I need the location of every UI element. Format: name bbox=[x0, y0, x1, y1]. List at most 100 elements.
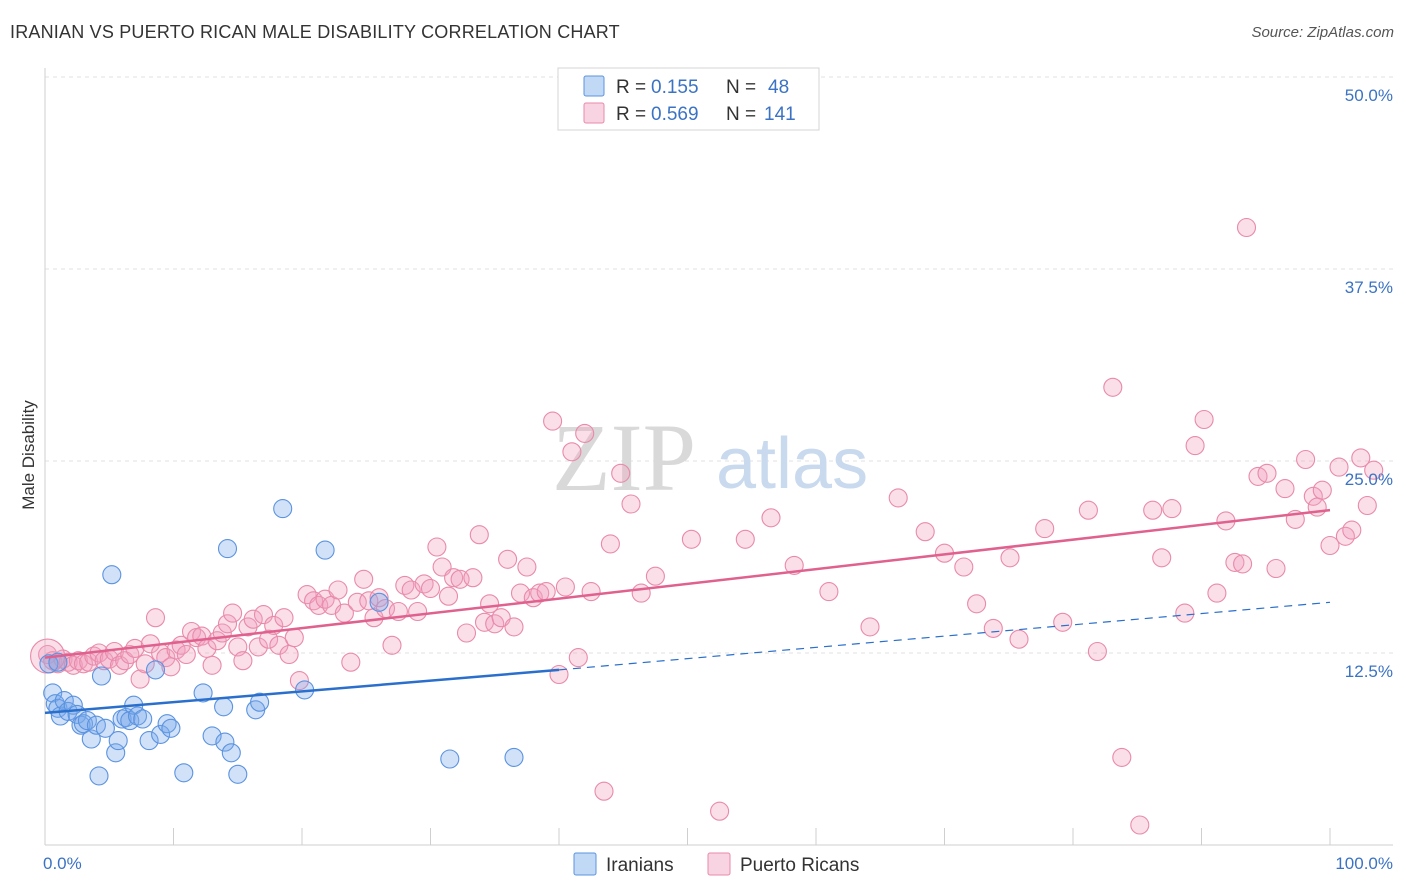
puerto-rican-point-137 bbox=[1257, 463, 1277, 483]
puerto-rican-point-149 bbox=[1351, 448, 1371, 468]
puerto-rican-point-126 bbox=[1152, 548, 1172, 568]
puerto-rican-point-134 bbox=[1233, 554, 1253, 574]
x-tick-label-min: 0.0% bbox=[43, 854, 82, 873]
iranian-point-34 bbox=[214, 697, 234, 717]
puerto-rican-point-55 bbox=[328, 580, 348, 600]
legend-swatch-iranian bbox=[583, 75, 605, 97]
y-tick-labels: 12.5% 25.0% 37.5% 50.0% bbox=[1345, 86, 1393, 681]
iranian-point-38 bbox=[228, 764, 248, 784]
legend-box bbox=[557, 67, 820, 131]
puerto-rican-point-102 bbox=[645, 566, 665, 586]
puerto-rican-point-18 bbox=[130, 669, 150, 689]
iranian-point-37 bbox=[221, 743, 241, 763]
puerto-rican-point-21 bbox=[145, 608, 166, 628]
puerto-rican-point-90 bbox=[543, 411, 563, 431]
puerto-rican-point-93 bbox=[562, 442, 582, 462]
puerto-rican-point-40 bbox=[243, 609, 263, 629]
puerto-rican-point-96 bbox=[581, 582, 601, 602]
iranian-point-30 bbox=[161, 718, 181, 738]
puerto-rican-point-88 bbox=[530, 583, 550, 603]
puerto-rican-point-130 bbox=[1194, 409, 1214, 430]
puerto-rican-point-104 bbox=[710, 801, 730, 821]
trend-lines bbox=[44, 508, 1331, 715]
puerto-rican-point-94 bbox=[568, 648, 588, 668]
puerto-rican-point-109 bbox=[860, 617, 880, 637]
puerto-rican-point-89 bbox=[536, 582, 556, 602]
iranian-point-11 bbox=[77, 711, 97, 731]
puerto-rican-point-32 bbox=[202, 655, 222, 675]
iranian-point-18 bbox=[106, 743, 126, 763]
puerto-rican-point-36 bbox=[223, 603, 243, 623]
watermark-zip: ZIP bbox=[552, 404, 696, 511]
puerto-rican-point-98 bbox=[600, 534, 620, 554]
puerto-rican-point-77 bbox=[463, 568, 483, 588]
puerto-rican-point-106 bbox=[761, 508, 781, 528]
puerto-rican-point-151 bbox=[1364, 460, 1384, 480]
puerto-rican-point-138 bbox=[1266, 558, 1286, 579]
puerto-rican-point-4 bbox=[58, 652, 78, 672]
puerto-rican-point-118 bbox=[1035, 519, 1055, 539]
bottom-legend-swatch-iranians bbox=[573, 852, 597, 876]
puerto-rican-point-131 bbox=[1207, 583, 1227, 603]
legend-r-label-iranian: R = bbox=[616, 77, 646, 98]
puerto-rican-point-139 bbox=[1275, 479, 1295, 499]
puerto-rican-point-24 bbox=[161, 657, 181, 677]
iranian-point-43 bbox=[315, 540, 335, 560]
puerto-rican-point-125 bbox=[1143, 500, 1163, 520]
puerto-rican-point-114 bbox=[967, 594, 987, 614]
bottom-legend-label-puerto-ricans: Puerto Ricans bbox=[740, 855, 859, 876]
watermark: ZIP atlas bbox=[552, 404, 868, 511]
puerto-rican-point-100 bbox=[621, 494, 641, 514]
legend-n-value-iranian: 48 bbox=[768, 77, 789, 98]
puerto-rican-point-150 bbox=[1357, 495, 1377, 516]
puerto-rican-point-92 bbox=[555, 577, 575, 597]
series-legend: Iranians Puerto Ricans bbox=[573, 852, 859, 876]
grid-lines bbox=[45, 76, 1393, 654]
puerto-rican-point-99 bbox=[611, 463, 631, 483]
x-tick-label-max: 100.0% bbox=[1335, 854, 1393, 873]
puerto-rican-point-38 bbox=[233, 651, 253, 671]
iranian-point-16 bbox=[95, 718, 115, 738]
puerto-rican-point-19 bbox=[135, 654, 155, 674]
iranian-point-24 bbox=[127, 706, 148, 726]
chart-title: IRANIAN VS PUERTO RICAN MALE DISABILITY … bbox=[10, 22, 620, 42]
puerto-rican-point-70 bbox=[420, 578, 441, 599]
puerto-rican-point-59 bbox=[354, 569, 374, 589]
iranian-trend-extension bbox=[558, 601, 1331, 671]
puerto-rican-point-122 bbox=[1103, 377, 1123, 397]
iranian-point-19 bbox=[108, 731, 128, 751]
axes bbox=[44, 68, 1393, 846]
puerto-rican-point-135 bbox=[1236, 217, 1257, 238]
puerto-rican-point-71 bbox=[427, 537, 447, 557]
puerto-rican-point-47 bbox=[279, 644, 299, 665]
puerto-rican-point-49 bbox=[289, 671, 309, 691]
legend-r-label-puerto: R = bbox=[616, 104, 646, 125]
iranian-point-25 bbox=[133, 709, 153, 729]
source-label: Source: ZipAtlas.com bbox=[1251, 24, 1394, 41]
iranian-point-35 bbox=[217, 539, 238, 559]
puerto-rican-point-23 bbox=[156, 648, 176, 668]
puerto-rican-point-101 bbox=[631, 583, 651, 603]
iranian-trend-line bbox=[44, 668, 560, 715]
y-tick-label-0: 12.5% bbox=[1345, 662, 1393, 681]
iranian-point-27 bbox=[145, 660, 166, 680]
puerto-rican-point-78 bbox=[469, 525, 489, 545]
iranian-point-28 bbox=[151, 724, 171, 744]
puerto-rican-point-76 bbox=[456, 623, 477, 643]
puerto-rican-point-133 bbox=[1225, 552, 1245, 572]
puerto-rican-point-73 bbox=[438, 586, 459, 606]
puerto-rican-point-48 bbox=[284, 628, 304, 648]
puerto-rican-point-116 bbox=[1000, 548, 1020, 568]
iranian-point-45 bbox=[440, 749, 460, 769]
iranian-point-17 bbox=[102, 565, 122, 585]
puerto-rican-point-62 bbox=[369, 588, 389, 608]
puerto-rican-point-91 bbox=[549, 664, 569, 685]
legend-n-label-iranian: N = bbox=[726, 77, 756, 98]
legend-n-label-puerto: N = bbox=[726, 104, 756, 125]
iranian-point-14 bbox=[89, 766, 109, 786]
puerto-rican-point-121 bbox=[1087, 641, 1107, 662]
y-tick-label-2: 37.5% bbox=[1345, 278, 1393, 297]
puerto-rican-point-110 bbox=[888, 488, 908, 508]
puerto-rican-point-108 bbox=[819, 582, 839, 602]
